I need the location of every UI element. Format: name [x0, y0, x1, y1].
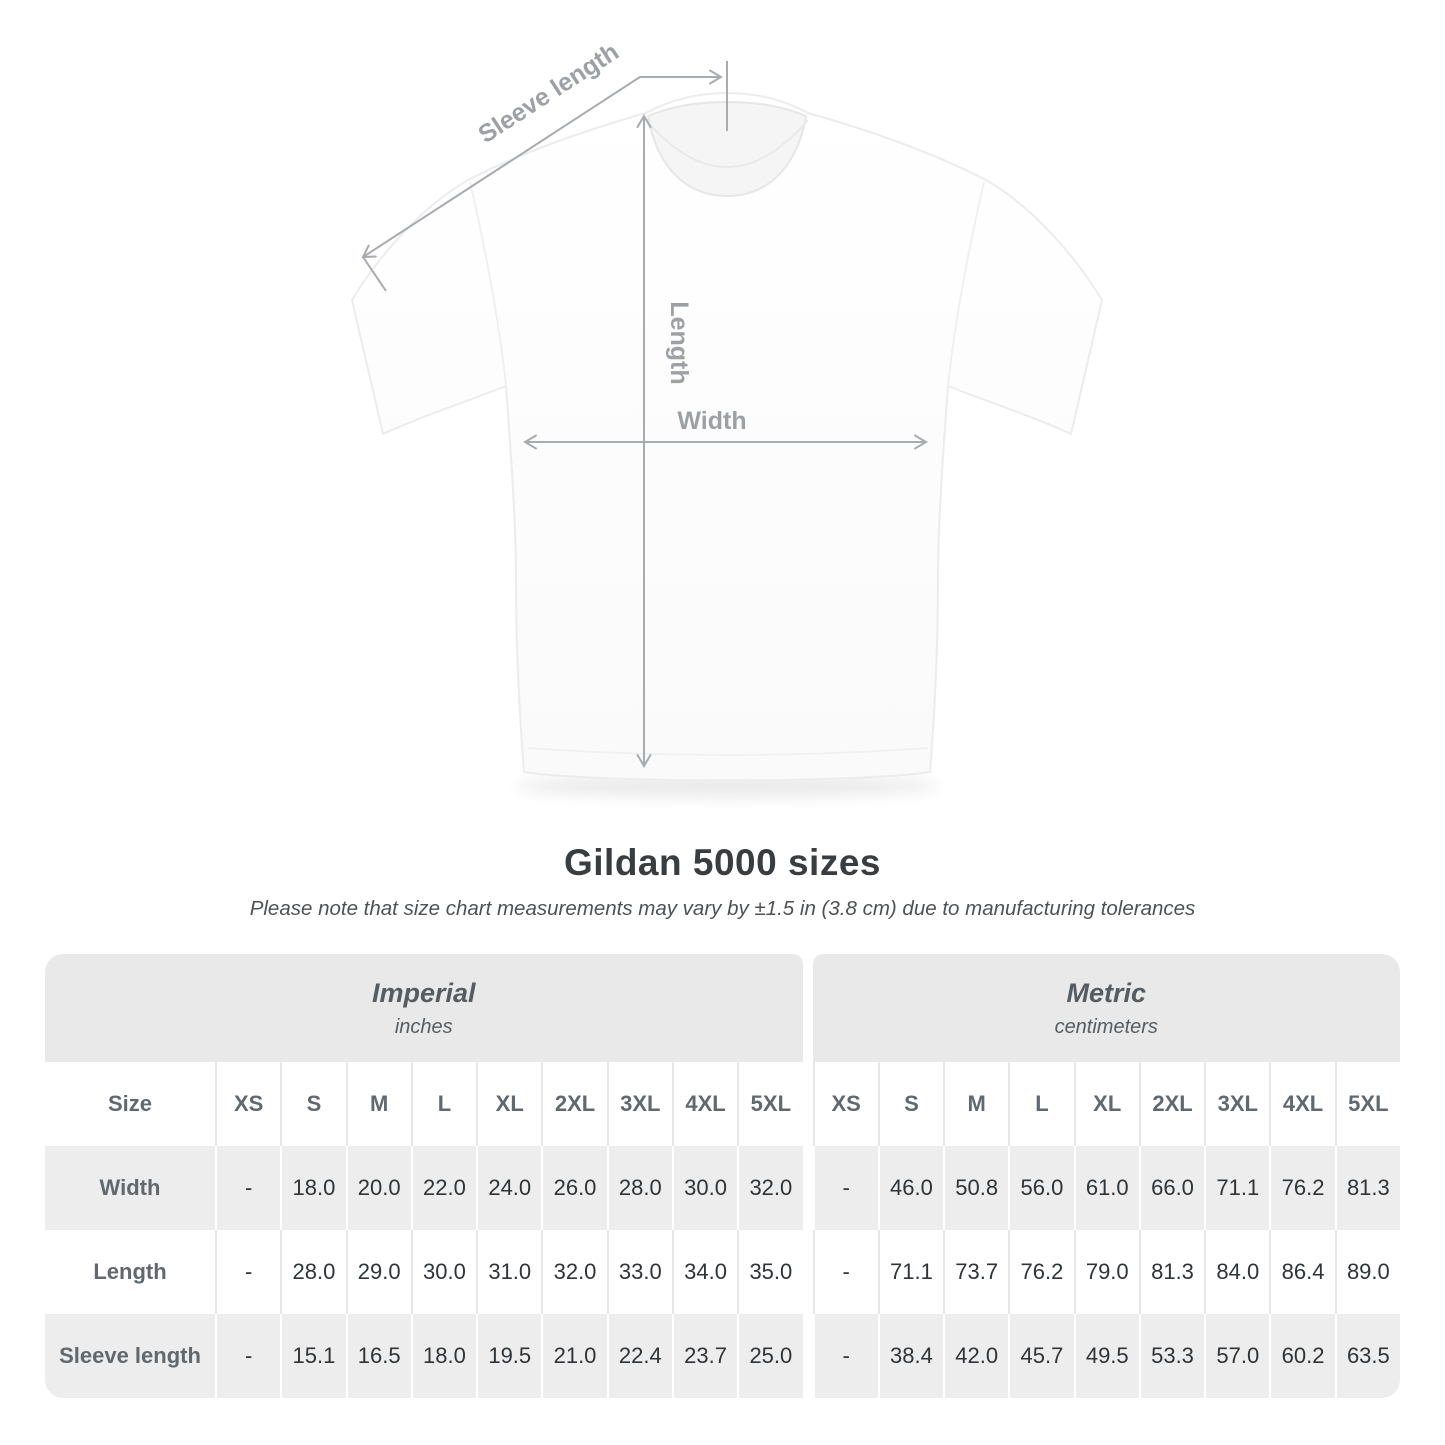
size-header-cell: XS [812, 1062, 878, 1146]
value-cell: 30.0 [410, 1230, 477, 1314]
value-cell: 81.3 [1138, 1230, 1205, 1314]
value-cell: 56.0 [1008, 1146, 1074, 1230]
imperial-header-unit: inches [394, 1015, 453, 1038]
size-header-cell: 3XL [1204, 1062, 1270, 1146]
size-header-cell: XL [1073, 1062, 1139, 1146]
value-cell: 61.0 [1073, 1146, 1139, 1230]
value-cell: 45.7 [1008, 1314, 1074, 1398]
value-cell: 22.0 [410, 1146, 477, 1230]
row-label: Sleeve length [45, 1314, 215, 1398]
sleeve-length-arrow-tail [362, 256, 387, 292]
value-cell: 73.7 [943, 1230, 1009, 1314]
table-gap [802, 1146, 813, 1230]
row-label: Length [45, 1230, 215, 1314]
length-label: Length [665, 301, 693, 384]
value-cell: 76.2 [1269, 1146, 1335, 1230]
value-cell: 24.0 [476, 1146, 542, 1230]
table-gap [802, 1314, 813, 1398]
width-label: Width [677, 407, 746, 435]
size-header-cell: S [280, 1062, 346, 1146]
metric-header: Metric centimeters [812, 954, 1400, 1062]
size-header-cell: XS [215, 1062, 281, 1146]
sleeve-length-arrow [361, 69, 723, 259]
size-header-cell: M [345, 1062, 411, 1146]
size-header-cell: 2XL [541, 1062, 607, 1146]
value-cell: 71.1 [1204, 1146, 1270, 1230]
metric-header-unit: centimeters [1054, 1015, 1158, 1038]
value-cell: 79.0 [1073, 1230, 1139, 1314]
value-cell: 16.5 [345, 1314, 411, 1398]
value-cell: 32.0 [541, 1230, 607, 1314]
size-header-cell: 4XL [671, 1062, 738, 1146]
table-gap [802, 1062, 813, 1146]
value-cell: - [812, 1314, 878, 1398]
value-cell: - [812, 1230, 878, 1314]
value-cell: 57.0 [1204, 1314, 1270, 1398]
value-cell: 38.4 [877, 1314, 944, 1398]
value-cell: - [812, 1146, 878, 1230]
value-cell: 15.1 [280, 1314, 346, 1398]
value-cell: 35.0 [737, 1230, 803, 1314]
value-cell: 76.2 [1008, 1230, 1074, 1314]
value-cell: 33.0 [606, 1230, 672, 1314]
tshirt-diagram: Sleeve length Length Width [351, 38, 1103, 798]
value-cell: 86.4 [1269, 1230, 1335, 1314]
imperial-header-title: Imperial [371, 977, 476, 1008]
value-cell: 50.8 [943, 1146, 1009, 1230]
value-cell: - [215, 1230, 281, 1314]
value-cell: 81.3 [1334, 1146, 1400, 1230]
value-cell: - [215, 1314, 281, 1398]
value-cell: 29.0 [345, 1230, 411, 1314]
value-cell: 49.5 [1073, 1314, 1139, 1398]
value-cell: 60.2 [1269, 1314, 1335, 1398]
size-header-cell: 4XL [1269, 1062, 1335, 1146]
table-gap [802, 1230, 813, 1314]
value-cell: 53.3 [1138, 1314, 1205, 1398]
page-title: Gildan 5000 sizes [563, 842, 881, 883]
imperial-header: Imperial inches [45, 954, 803, 1062]
value-cell: 34.0 [671, 1230, 738, 1314]
value-cell: 19.5 [476, 1314, 542, 1398]
size-header-cell: L [1008, 1062, 1074, 1146]
size-column-header: Size [45, 1062, 215, 1146]
value-cell: 71.1 [877, 1230, 944, 1314]
value-cell: 46.0 [877, 1146, 944, 1230]
value-cell: 28.0 [606, 1146, 672, 1230]
size-header-cell: 5XL [1334, 1062, 1400, 1146]
value-cell: 23.7 [671, 1314, 738, 1398]
value-cell: 32.0 [737, 1146, 803, 1230]
tolerance-note: Please note that size chart measurements… [249, 897, 1196, 920]
value-cell: 26.0 [541, 1146, 607, 1230]
value-cell: 31.0 [476, 1230, 542, 1314]
size-header-cell: XL [476, 1062, 542, 1146]
value-cell: - [215, 1146, 281, 1230]
size-header-cell: L [410, 1062, 477, 1146]
metric-header-title: Metric [1066, 977, 1147, 1008]
size-table: Imperial inches Metric centimeters Size X… [45, 954, 1400, 1398]
value-cell: 66.0 [1138, 1146, 1205, 1230]
value-cell: 18.0 [280, 1146, 346, 1230]
shirt-shadow [515, 774, 939, 798]
value-cell: 89.0 [1334, 1230, 1400, 1314]
row-label: Width [45, 1146, 215, 1230]
value-cell: 30.0 [671, 1146, 738, 1230]
value-cell: 63.5 [1334, 1314, 1400, 1398]
size-header-cell: 5XL [737, 1062, 803, 1146]
size-header-cell: M [943, 1062, 1009, 1146]
value-cell: 21.0 [541, 1314, 607, 1398]
value-cell: 18.0 [410, 1314, 477, 1398]
value-cell: 42.0 [943, 1314, 1009, 1398]
value-cell: 22.4 [606, 1314, 672, 1398]
size-header-cell: 2XL [1138, 1062, 1205, 1146]
hem-seam [527, 747, 929, 756]
size-header-cell: S [877, 1062, 944, 1146]
right-sleeve-seam [947, 181, 985, 387]
size-header-cell: 3XL [606, 1062, 672, 1146]
value-cell: 20.0 [345, 1146, 411, 1230]
value-cell: 28.0 [280, 1230, 346, 1314]
value-cell: 25.0 [737, 1314, 803, 1398]
value-cell: 84.0 [1204, 1230, 1270, 1314]
